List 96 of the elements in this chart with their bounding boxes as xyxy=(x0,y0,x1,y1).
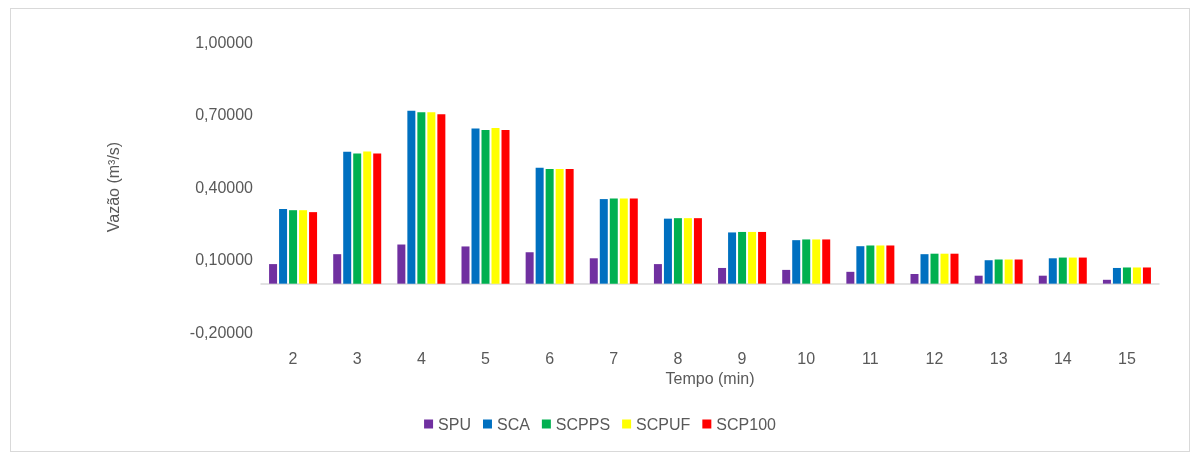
bar xyxy=(683,218,692,284)
bar xyxy=(748,231,757,284)
x-tick-label: 8 xyxy=(673,349,683,367)
y-tick-label: -0,20000 xyxy=(189,323,254,341)
bar xyxy=(619,198,628,284)
legend-label: SPU xyxy=(438,415,471,433)
legend-label: SCP100 xyxy=(716,415,777,433)
bar xyxy=(920,254,929,284)
y-tick-label: 0,10000 xyxy=(195,251,254,268)
bar xyxy=(1058,257,1067,284)
bar xyxy=(353,153,362,284)
x-tick-label: 7 xyxy=(609,349,619,367)
bar xyxy=(373,153,382,284)
bar xyxy=(333,254,342,284)
bar xyxy=(802,239,811,284)
bar xyxy=(782,269,791,284)
bar xyxy=(565,169,574,284)
bar xyxy=(812,239,821,284)
bar xyxy=(309,212,318,284)
bar xyxy=(289,210,298,284)
bar xyxy=(629,198,638,284)
bar xyxy=(491,128,500,284)
x-tick-label: 12 xyxy=(925,349,944,367)
bar xyxy=(609,198,618,284)
bar xyxy=(501,129,510,284)
bar xyxy=(950,253,959,284)
bar xyxy=(663,218,672,284)
bar xyxy=(1048,258,1057,284)
bar xyxy=(279,208,288,284)
x-tick-label: 11 xyxy=(862,349,879,367)
bar xyxy=(1004,259,1013,284)
bar xyxy=(846,271,855,284)
bar xyxy=(555,169,564,284)
x-tick-label: 3 xyxy=(352,349,362,367)
bar xyxy=(589,258,598,284)
x-axis-title: Tempo (min) xyxy=(665,370,755,388)
bar xyxy=(481,129,490,284)
legend-label: SCPPS xyxy=(555,415,611,433)
bar xyxy=(718,267,727,284)
bar xyxy=(417,112,426,284)
bar xyxy=(1122,267,1131,284)
bar xyxy=(984,260,993,284)
x-tick-label: 14 xyxy=(1053,349,1072,367)
x-tick-label: 15 xyxy=(1118,349,1136,367)
legend-label: SCA xyxy=(496,415,531,433)
x-tick-label: 5 xyxy=(481,349,491,367)
bar xyxy=(525,252,534,284)
bar xyxy=(535,167,544,284)
bar xyxy=(407,110,416,284)
bar xyxy=(886,245,895,284)
x-tick-label: 2 xyxy=(288,349,298,367)
bar xyxy=(866,245,875,284)
bar xyxy=(856,246,865,284)
legend-label: SCPUF xyxy=(636,415,691,433)
x-tick-label: 13 xyxy=(989,349,1008,367)
bar xyxy=(653,264,662,284)
bar xyxy=(822,239,831,284)
bar xyxy=(738,231,747,284)
bar xyxy=(545,169,554,284)
bar xyxy=(940,253,949,284)
bar xyxy=(1038,275,1047,284)
y-axis-title: Vazão (m³/s) xyxy=(104,141,122,233)
bar xyxy=(930,253,939,284)
x-tick-label: 4 xyxy=(416,349,426,367)
bar xyxy=(792,240,801,284)
y-tick-label: 0,70000 xyxy=(195,106,254,123)
bar xyxy=(728,232,737,284)
bar xyxy=(1142,267,1151,284)
bar xyxy=(299,210,308,284)
bar xyxy=(1078,257,1087,284)
bar xyxy=(1132,267,1141,284)
bar xyxy=(994,259,1003,284)
bar xyxy=(437,114,446,284)
bar xyxy=(673,218,682,284)
bar xyxy=(1014,259,1023,284)
bar xyxy=(1068,257,1077,284)
bar xyxy=(1112,267,1121,284)
bar xyxy=(974,275,983,284)
bar xyxy=(876,245,885,284)
bar xyxy=(269,264,278,284)
bar xyxy=(910,274,919,284)
x-tick-label: 6 xyxy=(545,349,555,367)
bar xyxy=(397,244,406,284)
bar xyxy=(599,199,608,284)
bar xyxy=(471,128,480,284)
bar xyxy=(1102,279,1111,284)
x-tick-label: 9 xyxy=(737,349,747,367)
bar xyxy=(363,151,372,284)
y-tick-label: 0,40000 xyxy=(195,178,254,196)
bar xyxy=(693,218,702,284)
bar xyxy=(758,231,767,284)
bar xyxy=(427,112,436,284)
bar xyxy=(343,151,352,284)
y-tick-label: 1,00000 xyxy=(195,33,254,51)
bar xyxy=(461,246,470,284)
x-tick-label: 10 xyxy=(797,349,816,367)
